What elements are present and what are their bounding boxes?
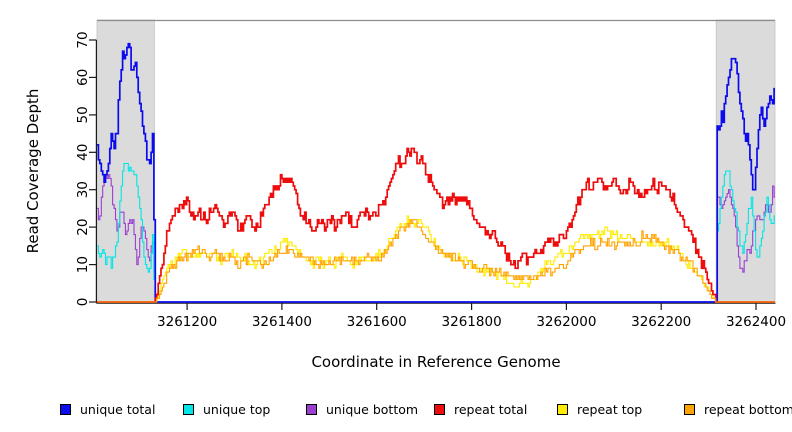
- legend-swatch-repeat-total: [434, 403, 445, 415]
- svg-text:40: 40: [75, 144, 91, 161]
- legend: unique total unique top unique bottom re…: [0, 400, 792, 420]
- legend-swatch-repeat-top: [557, 403, 568, 415]
- svg-text:3261800: 3261800: [442, 314, 502, 330]
- legend-swatch-repeat-bottom: [684, 403, 695, 415]
- plot-area: 3261200 3261400 3261600 3261800 3262000 32622…: [75, 19, 786, 330]
- svg-text:70: 70: [75, 31, 91, 48]
- svg-text:3261400: 3261400: [252, 314, 312, 330]
- legend-item-unique-total: unique total: [60, 400, 155, 418]
- legend-item-repeat-top: repeat top: [557, 400, 642, 418]
- legend-label: unique total: [80, 401, 156, 417]
- legend-label: repeat bottom: [704, 401, 792, 417]
- legend-label: unique top: [203, 401, 271, 417]
- svg-text:3261600: 3261600: [347, 314, 407, 330]
- svg-text:20: 20: [75, 219, 91, 236]
- legend-label: repeat top: [577, 401, 643, 417]
- y-axis-title: Read Coverage Depth: [24, 88, 42, 254]
- svg-text:10: 10: [75, 256, 91, 273]
- svg-text:30: 30: [75, 181, 91, 198]
- legend-item-repeat-bottom: repeat bottom: [684, 400, 792, 418]
- legend-item-repeat-total: repeat total: [434, 400, 527, 418]
- legend-swatch-unique-top: [183, 403, 194, 415]
- legend-item-unique-top: unique top: [183, 400, 270, 418]
- x-axis-title: Coordinate in Reference Genome: [311, 353, 561, 371]
- svg-text:50: 50: [75, 106, 91, 123]
- svg-text:60: 60: [75, 69, 91, 86]
- legend-swatch-unique-total: [60, 403, 71, 415]
- svg-text:3262000: 3262000: [536, 314, 596, 330]
- legend-label: unique bottom: [326, 401, 419, 417]
- legend-item-unique-bottom: unique bottom: [306, 400, 418, 418]
- legend-label: repeat total: [454, 401, 528, 417]
- svg-text:0: 0: [75, 298, 91, 307]
- svg-text:3262400: 3262400: [726, 314, 786, 330]
- svg-text:3262200: 3262200: [631, 314, 691, 330]
- legend-swatch-unique-bottom: [306, 403, 317, 415]
- svg-text:3261200: 3261200: [157, 314, 217, 330]
